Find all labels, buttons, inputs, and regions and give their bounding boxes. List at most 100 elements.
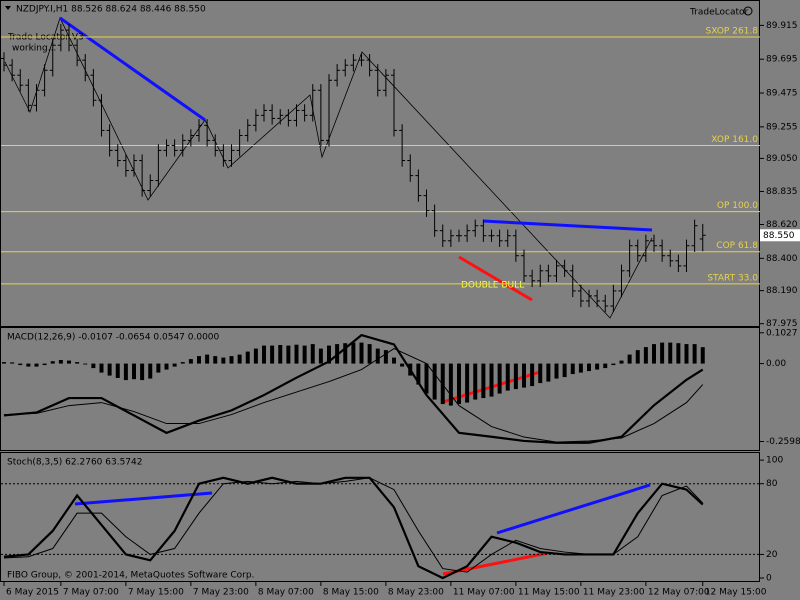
y-tick-label: 0.1027 <box>766 328 798 338</box>
x-tick-label: 7 May 23:00 <box>193 588 249 598</box>
x-tick-label: 11 May 15:00 <box>518 588 580 598</box>
histogram-bar <box>294 344 299 364</box>
level-label: COP 61.8 <box>716 241 758 251</box>
indicator-line <box>3 348 704 443</box>
histogram-bar <box>221 357 226 364</box>
y-tick-label: 0.00 <box>766 359 786 369</box>
histogram-bar <box>172 363 177 367</box>
histogram-bar <box>562 363 567 378</box>
histogram-bar <box>83 363 88 365</box>
histogram-bar <box>497 363 502 394</box>
x-tick-label: 8 May 07:00 <box>258 588 314 598</box>
histogram-bar <box>660 342 665 364</box>
histogram-bar <box>213 356 218 364</box>
y-tick-label: 89.695 <box>766 55 798 65</box>
chart-title: NZDJPY.I,H1 88.526 88.624 88.446 88.550 <box>16 5 206 15</box>
histogram-bar <box>457 363 461 405</box>
x-tick-label: 8 May 15:00 <box>323 588 379 598</box>
histogram-bar <box>668 342 673 364</box>
histogram-bar <box>432 363 437 400</box>
x-tick-label: 7 May 15:00 <box>128 588 184 598</box>
histogram-bar <box>18 363 23 366</box>
x-tick-label: 8 May 23:00 <box>388 588 444 598</box>
y-tick-label: 89.255 <box>766 122 798 132</box>
histogram-bar <box>367 344 372 364</box>
histogram-bar <box>481 363 486 399</box>
histogram-bar <box>270 345 275 364</box>
zigzag <box>4 16 653 319</box>
histogram-bar <box>383 350 388 364</box>
trend-line <box>482 219 653 232</box>
histogram-bar <box>587 363 591 372</box>
histogram-bar <box>643 347 648 364</box>
histogram-bar <box>692 344 697 364</box>
histogram-bar <box>115 363 120 378</box>
histogram-bar <box>140 363 145 381</box>
histogram-bar <box>343 343 348 364</box>
level-label: XOP 161.0 <box>711 135 758 145</box>
level-label: SXOP 261.8 <box>706 27 759 37</box>
price-marker-label: 88.550 <box>763 231 795 241</box>
brand: TradeLocator <box>689 8 749 18</box>
indicator-line <box>3 477 704 573</box>
histogram-bar <box>26 363 31 367</box>
histogram-bar <box>627 354 632 364</box>
trend-line <box>458 255 533 302</box>
y-tick-label: 88.190 <box>766 286 798 296</box>
y-tick-label: 89.915 <box>766 21 798 31</box>
x-tick-label: 11 May 07:00 <box>453 588 515 598</box>
histogram-bar <box>286 345 291 364</box>
histogram-bar <box>619 360 624 364</box>
y-tick-label: 80 <box>766 479 778 489</box>
y-tick-label: 100 <box>766 456 783 466</box>
y-tick-label: 88.620 <box>766 220 798 230</box>
histogram-bar <box>34 363 39 367</box>
histogram-bar <box>684 344 689 364</box>
histogram-bar <box>237 354 242 364</box>
histogram-bar <box>448 363 453 406</box>
copyright: FIBO Group, © 2001-2014, MetaQuotes Soft… <box>7 571 254 581</box>
indicator-title: MACD(12,26,9) -0.0107 -0.0654 0.0547 0.0… <box>7 333 220 343</box>
price-panel <box>0 0 760 327</box>
histogram-bar <box>164 363 169 370</box>
trend-line <box>59 16 206 122</box>
histogram-bar <box>635 350 640 364</box>
histogram-bar <box>58 359 63 364</box>
histogram-bar <box>505 363 510 391</box>
histogram-bar <box>278 344 283 364</box>
y-tick-label: 0 <box>766 573 772 583</box>
histogram-bar <box>700 347 705 364</box>
histogram-bar <box>424 363 429 394</box>
y-tick-label: 88.835 <box>766 187 798 197</box>
histogram-bar <box>611 363 616 366</box>
histogram-bar <box>10 362 15 364</box>
x-tick-label: 12 May 15:00 <box>705 588 767 598</box>
histogram-bar <box>148 363 153 379</box>
histogram-bar <box>603 363 608 369</box>
histogram-bar <box>530 363 535 387</box>
histogram-bar <box>229 356 234 364</box>
x-tick-label: 11 May 23:00 <box>583 588 645 598</box>
histogram-bar <box>595 363 600 370</box>
macd-panel <box>0 327 760 451</box>
histogram-bar <box>489 363 494 397</box>
histogram-bar <box>554 363 559 379</box>
y-tick-label: 20 <box>766 550 778 560</box>
histogram-bar <box>318 348 323 364</box>
histogram-bar <box>107 363 112 376</box>
histogram-bar <box>91 363 96 369</box>
histogram-bar <box>522 363 526 388</box>
histogram-bar <box>245 351 250 364</box>
y-tick-label: 89.050 <box>766 154 798 164</box>
histogram-bar <box>156 363 161 373</box>
histogram-bar <box>262 345 266 364</box>
pattern-label: DOUBLE BULL <box>461 281 524 291</box>
histogram-bar <box>132 363 136 380</box>
menu-arrow[interactable] <box>5 6 11 10</box>
histogram-bar <box>310 344 315 364</box>
histogram-bar <box>570 363 575 375</box>
histogram-bar <box>253 348 258 364</box>
histogram-bar <box>465 363 470 403</box>
